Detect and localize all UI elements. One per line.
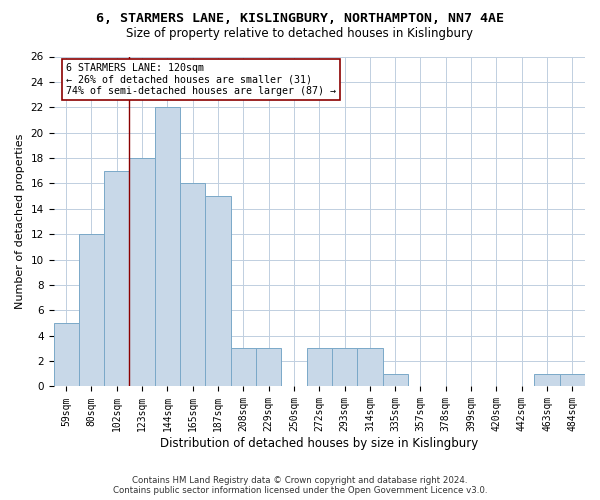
Bar (155, 108, 180, 386)
Bar (307, 348, 332, 387)
Bar (230, 348, 256, 387)
Text: Contains HM Land Registry data © Crown copyright and database right 2024.
Contai: Contains HM Land Registry data © Crown c… (113, 476, 487, 495)
Bar (560, 374, 585, 386)
Bar (205, 196, 230, 386)
Bar (357, 348, 383, 387)
Bar (256, 348, 281, 387)
Bar (383, 374, 408, 386)
Bar (535, 374, 560, 386)
Bar (53, 323, 79, 386)
Text: 6, STARMERS LANE, KISLINGBURY, NORTHAMPTON, NN7 4AE: 6, STARMERS LANE, KISLINGBURY, NORTHAMPT… (96, 12, 504, 26)
Bar (332, 348, 357, 387)
Text: Size of property relative to detached houses in Kislingbury: Size of property relative to detached ho… (127, 28, 473, 40)
X-axis label: Distribution of detached houses by size in Kislingbury: Distribution of detached houses by size … (160, 437, 478, 450)
Bar (130, 158, 155, 386)
Bar (79, 234, 104, 386)
Bar (180, 184, 205, 386)
Y-axis label: Number of detached properties: Number of detached properties (15, 134, 25, 309)
Text: 6 STARMERS LANE: 120sqm
← 26% of detached houses are smaller (31)
74% of semi-de: 6 STARMERS LANE: 120sqm ← 26% of detache… (66, 63, 336, 96)
Bar (104, 170, 130, 386)
